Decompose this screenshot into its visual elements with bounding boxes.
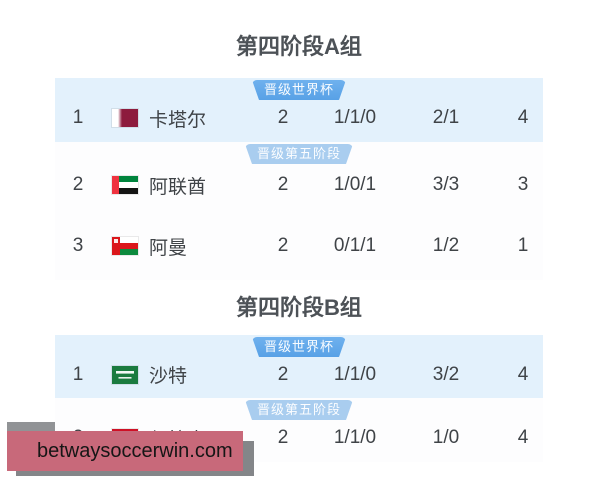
group-b-title: 第四阶段B组 <box>236 295 362 320</box>
qualify-worldcup-badge: 晋级世界杯 <box>252 337 346 357</box>
qualify-stage5-badge: 晋级第五阶段 <box>245 144 353 164</box>
record-cell: 1/0/1 <box>333 174 377 195</box>
table-row-oman: 3 阿曼 2 0/1/1 1/2 1 <box>55 212 543 280</box>
played-cell: 2 <box>277 363 289 385</box>
record-cell: 1/1/0 <box>333 427 377 448</box>
team-name: 阿联酋 <box>149 176 207 198</box>
played-cell: 2 <box>277 174 289 195</box>
played-cell: 2 <box>277 235 289 256</box>
points-cell: 3 <box>517 174 529 195</box>
points-cell: 1 <box>517 235 529 256</box>
rank-cell: 1 <box>72 363 84 385</box>
team-name: 阿曼 <box>149 237 188 259</box>
group-b-section: 第四阶段B组 晋级世界杯 1 沙特 2 1/1/0 3/2 4 晋级第五阶段 2 <box>55 295 543 462</box>
goals-cell: 3/2 <box>432 363 460 385</box>
points-cell: 4 <box>517 107 529 128</box>
record-cell: 0/1/1 <box>333 235 377 256</box>
qualify-stage5-badge: 晋级第五阶段 <box>245 400 353 420</box>
record-cell: 1/1/0 <box>333 363 377 385</box>
team-name: 沙特 <box>149 366 188 387</box>
oman-flag-icon <box>112 237 138 255</box>
goals-cell: 1/0 <box>432 427 460 448</box>
standings-page: 第四阶段A组 晋级世界杯 1 卡塔尔 2 1/1/0 2/1 4 晋级第五阶段 … <box>55 34 543 462</box>
saudi-flag-icon <box>112 365 138 384</box>
played-cell: 2 <box>277 427 289 448</box>
points-cell: 4 <box>517 427 529 448</box>
points-cell: 4 <box>517 363 529 385</box>
goals-cell: 2/1 <box>432 107 460 128</box>
table-row-qatar: 晋级世界杯 1 卡塔尔 2 1/1/0 2/1 4 <box>55 78 543 142</box>
uae-flag-icon <box>112 176 138 194</box>
qualify-worldcup-badge: 晋级世界杯 <box>252 80 346 100</box>
watermark-artifact-strip <box>7 422 55 433</box>
watermark: betwaysoccerwin.com <box>7 431 243 471</box>
record-cell: 1/1/0 <box>333 107 377 128</box>
table-row-saudi: 晋级世界杯 1 沙特 2 1/1/0 3/2 4 <box>55 335 543 398</box>
played-cell: 2 <box>277 107 289 128</box>
team-name: 卡塔尔 <box>149 109 207 131</box>
goals-cell: 3/3 <box>432 174 460 195</box>
table-row-uae: 晋级第五阶段 2 阿联酋 2 1/0/1 3/3 3 <box>55 142 543 212</box>
rank-cell: 2 <box>72 174 84 195</box>
qatar-flag-icon <box>112 109 138 127</box>
watermark-text: betwaysoccerwin.com <box>37 439 233 462</box>
rank-cell: 3 <box>72 235 84 256</box>
group-a-section: 第四阶段A组 晋级世界杯 1 卡塔尔 2 1/1/0 2/1 4 晋级第五阶段 … <box>55 34 543 280</box>
group-a-title: 第四阶段A组 <box>236 34 362 59</box>
rank-cell: 1 <box>72 107 84 128</box>
goals-cell: 1/2 <box>432 235 460 256</box>
